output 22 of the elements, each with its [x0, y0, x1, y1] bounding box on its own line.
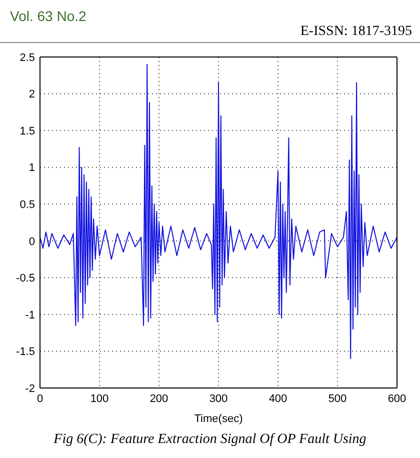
x-tick-label: 400: [268, 392, 288, 405]
y-tick-label: 0.5: [20, 199, 35, 212]
y-tick-label: 1.5: [20, 125, 35, 138]
x-axis-title: Time(sec): [194, 413, 243, 425]
x-tick-label: 600: [388, 392, 406, 405]
y-tick-label: 2.5: [20, 52, 35, 64]
x-tick-label: 0: [36, 392, 44, 405]
line-series: [40, 64, 397, 360]
y-tick-label: -2: [25, 382, 35, 395]
x-tick-label: 100: [90, 392, 109, 405]
y-tick-label: 0: [28, 236, 35, 248]
y-tick-label: -0.5: [16, 272, 35, 285]
x-tick-label: 500: [328, 392, 347, 405]
y-tick-label: -1.5: [16, 346, 35, 358]
x-tick-label: 300: [209, 392, 228, 405]
y-tick-label: 2: [28, 88, 35, 101]
text: Vol. 63 No.2: [10, 8, 86, 24]
text: E-ISSN: 1817-3195: [300, 24, 412, 40]
y-tick-label: -1: [25, 309, 35, 322]
caption: Fig 6(C): Feature Extraction Signal Of OP Fault Using: [52, 432, 368, 448]
x-tick-label: 200: [150, 392, 168, 405]
y-tick-label: 1: [28, 162, 35, 174]
